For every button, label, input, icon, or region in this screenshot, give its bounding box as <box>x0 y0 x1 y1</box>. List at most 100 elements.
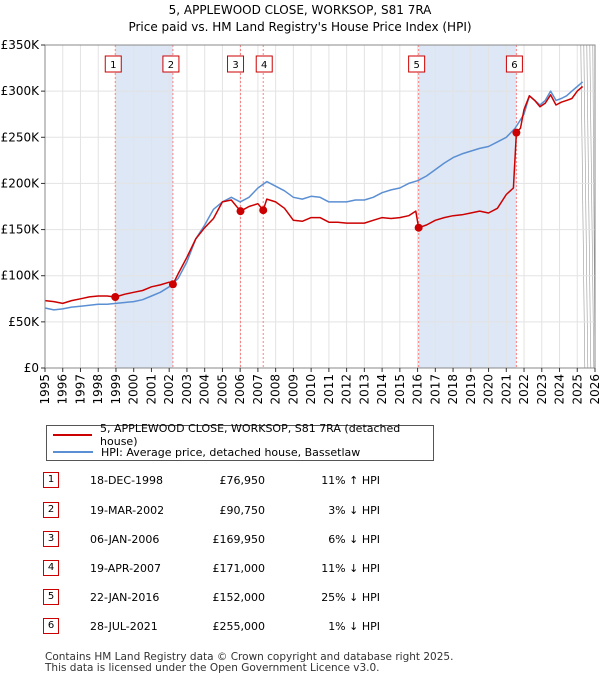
sale-number-badge: 1 <box>43 472 59 488</box>
property-series-line <box>44 85 584 305</box>
sale-date: 19-APR-2007 <box>90 562 162 575</box>
y-tick-label: £100K <box>1 269 41 283</box>
x-tick-label: 2000 <box>127 374 141 405</box>
x-tick-label: 2007 <box>251 374 265 405</box>
x-tick-label: 2010 <box>304 374 318 405</box>
ownership-shade <box>418 45 517 368</box>
x-tick-label: 2013 <box>357 374 371 405</box>
x-tick-label: 1998 <box>91 374 105 405</box>
x-tick-label: 2016 <box>411 374 425 405</box>
sale-price: £255,000 <box>212 620 266 633</box>
sale-hpi-diff: 6% ↓ HPI <box>328 533 380 546</box>
chart-subtitle: Price paid vs. HM Land Registry's House … <box>128 20 471 34</box>
footer-attribution: Contains HM Land Registry data © Crown c… <box>45 652 453 674</box>
sale-row: 1 18-DEC-1998 £76,950 11% ↑ HPI <box>0 470 600 492</box>
sale-number-badge: 6 <box>43 618 59 634</box>
sale-price: £152,000 <box>212 591 266 604</box>
y-tick-label: £50K <box>8 315 40 329</box>
sale-label-box <box>162 55 180 73</box>
x-tick-label: 2022 <box>517 374 531 405</box>
gridlines <box>44 44 596 369</box>
axes: £0 £50K £100K £150K £200K £250K £300K £350K 1995… <box>1 38 600 405</box>
legend-swatch-hpi <box>53 451 93 453</box>
sale-hpi-diff: 25% ↓ HPI <box>321 591 380 604</box>
footer-line: This data is licensed under the Open Gov… <box>45 662 380 674</box>
x-tick-label: 2018 <box>446 374 460 405</box>
sale-point <box>259 206 268 215</box>
legend: 5, APPLEWOOD CLOSE, WORKSOP, S81 7RA (de… <box>46 422 434 461</box>
legend-swatch-property <box>53 434 93 436</box>
y-tick-label: £250K <box>1 130 41 144</box>
x-tick-label: 2023 <box>535 374 549 405</box>
x-tick-label: 2021 <box>499 374 513 405</box>
x-tick-label: 2026 <box>588 374 600 405</box>
sale-marker-lines <box>114 45 517 368</box>
forecast-hatch <box>580 44 586 369</box>
y-tick-label: £300K <box>1 84 41 98</box>
sale-row: 5 22-JAN-2016 £152,000 25% ↓ HPI <box>0 587 600 609</box>
sale-label-box <box>255 55 273 73</box>
sale-label-text: 6 <box>511 60 517 71</box>
sale-labels: 1 2 3 4 5 6 <box>104 55 523 73</box>
y-tick-label: £150K <box>1 223 41 237</box>
sale-points <box>111 128 521 301</box>
x-tick-label: 2008 <box>269 374 283 405</box>
x-tick-label: 1997 <box>73 374 87 405</box>
sale-row: 4 19-APR-2007 £171,000 11% ↓ HPI <box>0 558 600 580</box>
sale-label-text: 5 <box>413 60 419 71</box>
x-tick-label: 2002 <box>162 374 176 405</box>
legend-item-hpi: HPI: Average price, detached house, Bass… <box>53 444 360 460</box>
x-tick-label: 2012 <box>340 374 354 405</box>
sale-price: £171,000 <box>212 562 266 575</box>
x-tick-label: 1996 <box>56 374 70 405</box>
sale-label-text: 2 <box>168 60 174 71</box>
sale-date: 28-JUL-2021 <box>90 620 158 633</box>
sale-date: 19-MAR-2002 <box>90 504 165 517</box>
sale-price: £169,950 <box>212 533 266 546</box>
sale-point <box>168 280 177 289</box>
price-chart: 5, APPLEWOOD CLOSE, WORKSOP, S81 7RA Pri… <box>1 3 600 405</box>
sale-number-badge: 3 <box>43 531 59 547</box>
x-tick-label: 2020 <box>482 374 496 405</box>
series-lines <box>44 81 584 311</box>
sale-row: 2 19-MAR-2002 £90,750 3% ↓ HPI <box>0 500 600 522</box>
forecast-hatch <box>586 44 592 369</box>
shaded-ownership-periods <box>45 44 596 369</box>
hpi-series-line <box>44 81 584 311</box>
sale-row: 6 28-JUL-2021 £255,000 1% ↓ HPI <box>0 616 600 638</box>
sale-number-badge: 4 <box>43 560 59 576</box>
plot-border <box>44 44 596 369</box>
x-tick-label: 2025 <box>570 374 584 405</box>
x-tick-label: 2019 <box>464 374 478 405</box>
y-tick-label: £350K <box>1 38 41 52</box>
sale-hpi-diff: 11% ↑ HPI <box>321 474 380 487</box>
sale-label-box <box>505 55 523 73</box>
x-tick-label: 1999 <box>109 374 123 405</box>
legend-label-hpi: HPI: Average price, detached house, Bass… <box>101 445 361 459</box>
sale-label-text: 1 <box>110 60 116 71</box>
sale-hpi-diff: 3% ↓ HPI <box>328 504 380 517</box>
forecast-hatch <box>583 44 589 369</box>
x-tick-label: 2011 <box>322 374 336 405</box>
sale-price: £90,750 <box>219 504 266 517</box>
sale-hpi-diff: 11% ↓ HPI <box>321 562 380 575</box>
sale-date: 18-DEC-1998 <box>90 474 164 487</box>
sale-row: 3 06-JAN-2006 £169,950 6% ↓ HPI <box>0 529 600 551</box>
chart-title: 5, APPLEWOOD CLOSE, WORKSOP, S81 7RA <box>169 3 433 17</box>
x-tick-label: 2006 <box>233 374 247 405</box>
x-tick-label: 2001 <box>144 374 158 405</box>
sale-price: £76,950 <box>219 474 266 487</box>
x-tick-label: 2014 <box>375 374 389 405</box>
sale-hpi-diff: 1% ↓ HPI <box>328 620 380 633</box>
sale-label-text: 3 <box>232 60 238 71</box>
sale-point <box>512 128 521 137</box>
x-tick-label: 2024 <box>553 374 567 405</box>
sale-point <box>111 292 120 301</box>
x-tick-label: 2015 <box>393 374 407 405</box>
legend-label-property: 5, APPLEWOOD CLOSE, WORKSOP, S81 7RA (de… <box>100 422 401 448</box>
sale-date: 22-JAN-2016 <box>90 591 160 604</box>
x-tick-label: 2004 <box>198 374 212 405</box>
sale-point <box>414 223 423 232</box>
footer-line: Contains HM Land Registry data © Crown c… <box>45 651 454 663</box>
legend-item-property: 5, APPLEWOOD CLOSE, WORKSOP, S81 7RA (de… <box>53 422 433 448</box>
